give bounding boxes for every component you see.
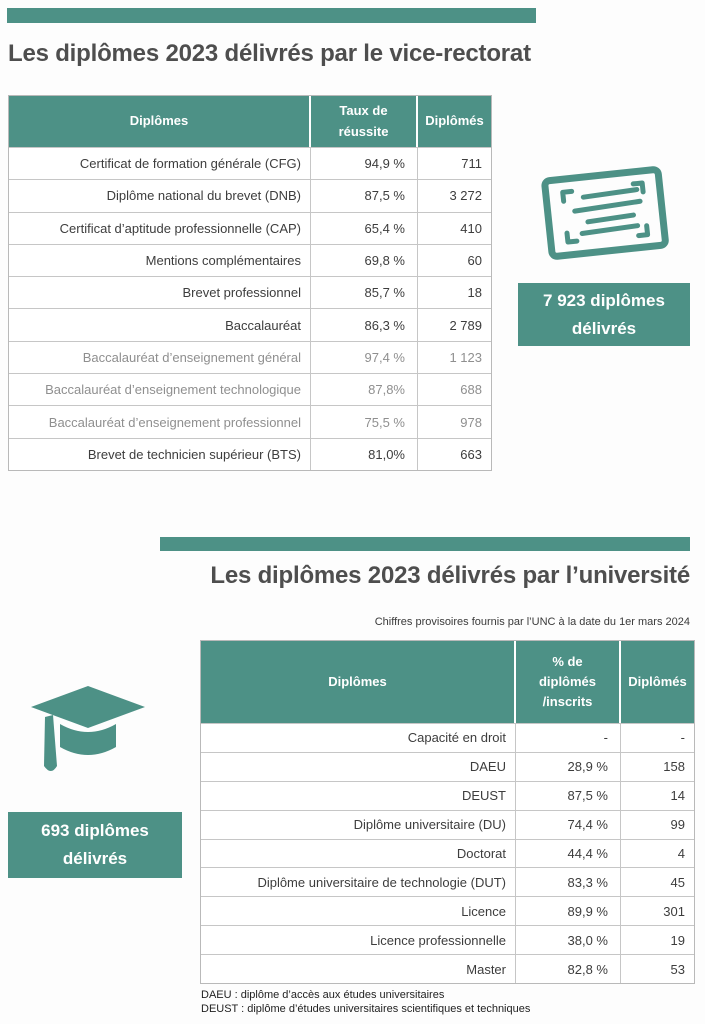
column-header-label: Diplômes: [328, 673, 387, 689]
badge-line: délivrés: [571, 318, 637, 338]
rate-value: 38,0 %: [516, 925, 621, 955]
count-value: 4: [621, 838, 694, 868]
total-badge-universite: 693 diplômes délivrés: [8, 812, 182, 878]
rate-value: 87,5 %: [516, 780, 621, 810]
diploma-label: Mentions complémentaires: [9, 243, 311, 277]
column-header-label: Diplômes: [129, 113, 189, 129]
count-value: 19: [621, 925, 694, 955]
diploma-label: DAEU: [201, 751, 516, 781]
top-accent-bar: [7, 8, 536, 23]
diploma-label: Certificat de formation générale (CFG): [9, 147, 311, 180]
diploma-label: Diplôme national du brevet (DNB): [9, 179, 311, 212]
diploma-label: Baccalauréat: [9, 308, 311, 341]
footnote-daeu: DAEU : diplôme d’accès aux études univer…: [201, 989, 445, 1001]
rate-value: 81,0%: [311, 437, 418, 470]
rate-value: 89,9 %: [516, 896, 621, 926]
count-value: 14: [621, 780, 694, 810]
footnotes: DAEU : diplôme d’accès aux études univer…: [201, 989, 530, 1016]
count-value: 53: [621, 954, 694, 984]
column-header: Diplômés: [621, 641, 694, 723]
rate-value: 82,8 %: [516, 954, 621, 984]
column-header-label: Taux de réussite: [338, 103, 389, 139]
count-value: 60: [418, 243, 491, 277]
rate-value: 87,8%: [311, 373, 418, 406]
rate-value: 83,3 %: [516, 867, 621, 897]
diploma-label: Doctorat: [201, 838, 516, 868]
provisional-figures-note: Chiffres provisoires fournis par l’UNC à…: [374, 616, 690, 628]
diploma-label: Brevet de technicien supérieur (BTS): [9, 437, 311, 470]
count-value: -: [621, 723, 694, 752]
rate-value: 44,4 %: [516, 838, 621, 868]
count-value: 1 123: [418, 340, 491, 374]
count-value: 45: [621, 867, 694, 897]
diploma-label: Licence: [201, 896, 516, 926]
count-value: 410: [418, 211, 491, 244]
diploma-label: DEUST: [201, 780, 516, 810]
badge-line: délivrés: [62, 849, 128, 868]
count-value: 18: [418, 276, 491, 309]
column-header-label: Diplômés: [628, 673, 687, 689]
rate-value: 85,7 %: [311, 276, 418, 309]
badge-line: 693 diplômes: [41, 821, 149, 840]
count-value: 2 789: [418, 308, 491, 341]
count-value: 711: [418, 147, 491, 180]
column-header: Diplômes: [9, 96, 311, 147]
rate-value: 65,4 %: [311, 211, 418, 244]
diploma-label: Diplôme universitaire de technologie (DU…: [201, 867, 516, 897]
diploma-label: Diplôme universitaire (DU): [201, 809, 516, 839]
rate-value: 69,8 %: [311, 243, 418, 277]
section-title-vice-rectorat: Les diplômes 2023 délivrés par le vice-r…: [8, 40, 531, 67]
rate-value: 94,9 %: [311, 147, 418, 180]
count-value: 688: [418, 373, 491, 406]
certificate-icon: [535, 160, 675, 265]
count-value: 3 272: [418, 179, 491, 212]
count-value: 301: [621, 896, 694, 926]
diploma-label: Baccalauréat d’enseignement technologiqu…: [9, 373, 311, 406]
vice-rectorat-table: Diplômes Taux de réussite Diplômés Certific…: [8, 95, 492, 471]
rate-value: 28,9 %: [516, 751, 621, 781]
graduation-cap-icon: [27, 684, 149, 780]
column-header: Diplômes: [201, 641, 516, 723]
count-value: 978: [418, 405, 491, 438]
section-title-universite: Les diplômes 2023 délivrés par l’univers…: [210, 562, 690, 589]
rate-value: 86,3 %: [311, 308, 418, 341]
count-value: 663: [418, 437, 491, 470]
diploma-label: Certificat d’aptitude professionnelle (C…: [9, 211, 311, 244]
column-header-label: Diplômés: [425, 113, 484, 129]
rate-value: 87,5 %: [311, 179, 418, 212]
column-header: % de diplômés /inscrits: [516, 641, 621, 723]
diploma-label: Baccalauréat d’enseignement général: [9, 340, 311, 374]
rate-value: 74,4 %: [516, 809, 621, 839]
diploma-label: Brevet professionnel: [9, 276, 311, 309]
column-header: Taux de réussite: [311, 96, 418, 147]
rate-value: 97,4 %: [311, 340, 418, 374]
universite-table: Diplômes % de diplômés /inscrits Diplômés C…: [200, 640, 695, 985]
column-header-label: % de diplômés /inscrits: [538, 653, 597, 710]
footnote-deust: DEUST : diplôme d’études universitaires …: [201, 1002, 531, 1015]
rate-value: 75,5 %: [311, 405, 418, 438]
column-header: Diplômés: [418, 96, 491, 147]
count-value: 158: [621, 751, 694, 781]
rate-value: -: [516, 723, 621, 752]
diploma-label: Master: [201, 954, 516, 984]
diploma-label: Licence professionnelle: [201, 925, 516, 955]
second-accent-bar: [160, 537, 690, 551]
diploma-label: Capacité en droit: [201, 723, 516, 752]
total-badge-vice-rectorat: 7 923 diplômes délivrés: [518, 283, 690, 346]
badge-line: 7 923 diplômes: [543, 290, 665, 310]
count-value: 99: [621, 809, 694, 839]
diploma-label: Baccalauréat d’enseignement professionne…: [9, 405, 311, 438]
